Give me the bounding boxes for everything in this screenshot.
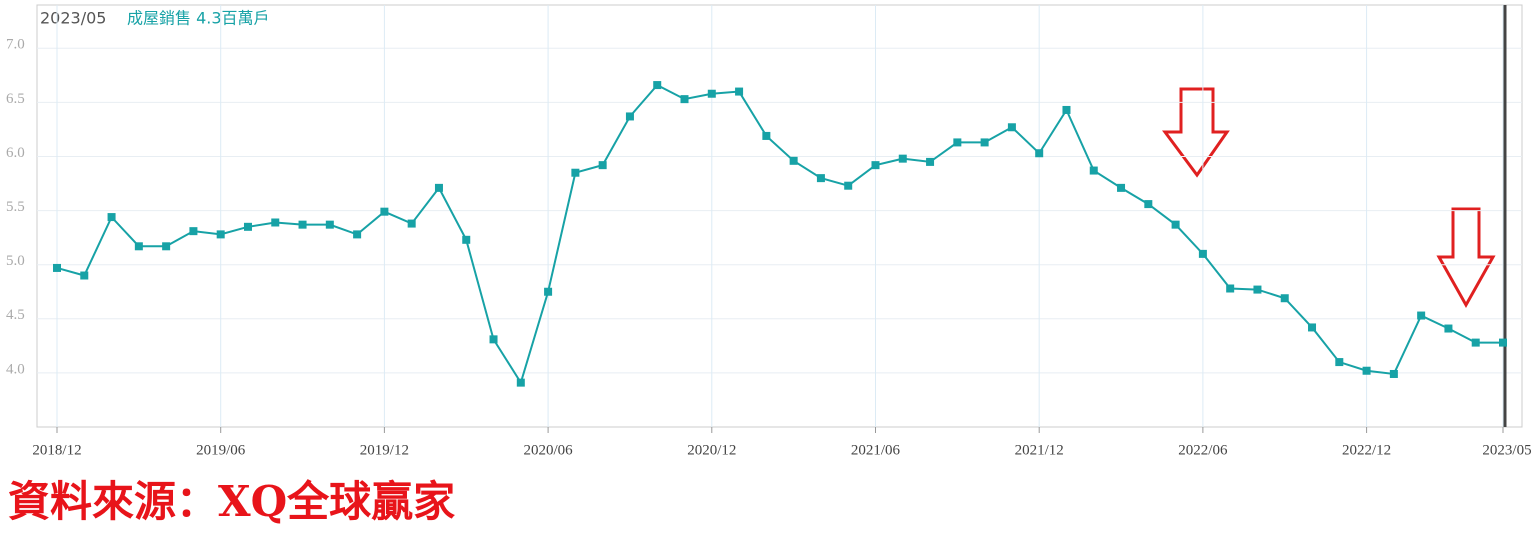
point xyxy=(926,157,935,166)
arrows xyxy=(1162,87,1496,309)
point xyxy=(571,168,580,177)
point xyxy=(1471,338,1480,347)
chart-title: 2023/05 xyxy=(40,9,106,28)
point xyxy=(735,87,744,96)
point xyxy=(107,213,116,222)
point xyxy=(162,242,171,251)
point xyxy=(462,235,471,244)
point xyxy=(516,378,525,387)
source-note: 資料來源：XQ全球贏家 xyxy=(8,477,455,526)
point xyxy=(1089,166,1098,175)
point xyxy=(598,161,607,170)
point xyxy=(544,287,553,296)
y-tick-label: 5.0 xyxy=(6,253,25,269)
point xyxy=(53,263,61,272)
point xyxy=(134,242,143,251)
point xyxy=(1280,294,1289,303)
point xyxy=(789,156,798,165)
x-tick-label: 2022/06 xyxy=(1178,442,1228,458)
point xyxy=(353,230,362,239)
point xyxy=(1362,366,1371,375)
x-tick-label: 2022/12 xyxy=(1342,442,1391,458)
point xyxy=(1198,249,1207,258)
point xyxy=(762,131,771,140)
x-tick-label: 2019/12 xyxy=(360,442,409,458)
point xyxy=(653,81,662,90)
point xyxy=(1062,105,1071,114)
point xyxy=(680,95,689,104)
down-arrow xyxy=(1436,207,1496,309)
point xyxy=(1171,220,1180,229)
point xyxy=(1389,369,1398,378)
y-tick-label: 7.0 xyxy=(6,37,25,53)
point xyxy=(816,174,825,183)
point xyxy=(271,218,280,227)
point xyxy=(1226,284,1235,293)
point xyxy=(1035,149,1044,158)
chart-subtitle: 成屋銷售 4.3百萬戶 xyxy=(127,9,270,28)
point xyxy=(489,335,498,344)
point xyxy=(1444,324,1453,333)
x-tick-label: 2021/12 xyxy=(1015,442,1064,458)
point xyxy=(216,230,225,239)
y-tick-label: 6.0 xyxy=(6,145,25,161)
point xyxy=(871,161,880,170)
point xyxy=(380,207,389,216)
x-tick-label: 2023/05 xyxy=(1482,442,1531,458)
x-tick-label: 2020/06 xyxy=(524,442,574,458)
point xyxy=(625,112,634,121)
point xyxy=(434,183,443,192)
point xyxy=(1144,200,1153,209)
point xyxy=(1308,323,1317,332)
x-tick-label: 2021/06 xyxy=(851,442,901,458)
point xyxy=(407,219,416,228)
point xyxy=(325,220,334,229)
y-tick-label: 5.5 xyxy=(6,199,25,215)
point xyxy=(898,154,907,163)
point xyxy=(80,271,89,280)
x-tick-label: 2020/12 xyxy=(687,442,736,458)
plot-frame xyxy=(36,4,1523,428)
point xyxy=(1499,338,1507,347)
point xyxy=(1253,285,1262,294)
y-tick-label: 4.5 xyxy=(6,307,25,323)
point xyxy=(1417,311,1426,320)
point xyxy=(1007,123,1016,132)
point xyxy=(953,138,962,147)
point xyxy=(707,89,716,98)
point xyxy=(189,227,198,236)
x-tick-label: 2019/06 xyxy=(196,442,246,458)
point xyxy=(243,222,252,231)
point xyxy=(1117,183,1126,192)
down-arrow xyxy=(1162,87,1230,178)
point xyxy=(980,138,989,147)
y-tick-label: 6.5 xyxy=(6,91,25,107)
point xyxy=(298,220,307,229)
point xyxy=(1335,358,1344,367)
y-tick-label: 4.0 xyxy=(6,361,25,377)
x-tick-label: 2018/12 xyxy=(32,442,81,458)
line xyxy=(56,83,1503,386)
point xyxy=(844,181,853,190)
